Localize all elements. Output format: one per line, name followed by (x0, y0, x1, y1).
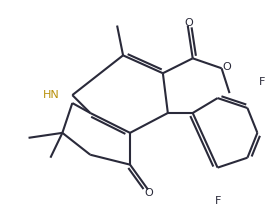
Text: O: O (144, 189, 153, 198)
Text: F: F (214, 196, 221, 206)
Text: HN: HN (43, 90, 60, 100)
Text: O: O (185, 18, 193, 28)
Text: F: F (258, 77, 265, 87)
Text: O: O (223, 61, 232, 72)
